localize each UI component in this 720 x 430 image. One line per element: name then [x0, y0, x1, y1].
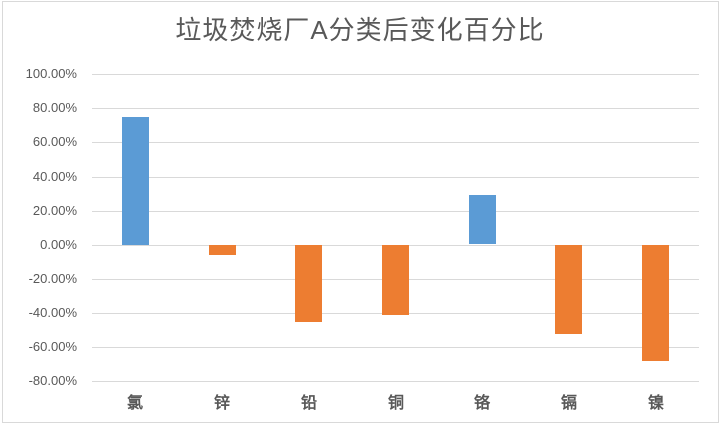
gridline: [92, 108, 699, 109]
y-axis-tick-label: 40.00%: [32, 169, 77, 184]
gridline: [92, 142, 699, 143]
bar: [382, 245, 409, 315]
x-axis-category-label: 氯: [126, 395, 143, 412]
y-axis-tick-label: 60.00%: [32, 134, 77, 149]
x-axis-category-label: 铅: [300, 395, 317, 412]
bar: [642, 245, 669, 361]
y-axis-tick-label: 0.00%: [40, 237, 77, 252]
x-axis-category-label: 铜: [387, 395, 404, 412]
bar: [122, 117, 149, 245]
gridline: [92, 347, 699, 348]
y-axis-tick-label: 20.00%: [32, 203, 77, 218]
chart-frame: [2, 1, 719, 423]
y-axis-tick-label: 100.00%: [25, 66, 77, 81]
x-axis-category-label: 镉: [560, 395, 577, 412]
gridline: [92, 381, 699, 382]
gridline: [92, 177, 699, 178]
bar: [295, 245, 322, 322]
y-axis-tick-label: -20.00%: [28, 271, 77, 286]
chart-title: 垃圾焚烧厂A分类后变化百分比: [175, 15, 545, 45]
y-axis-tick-label: -40.00%: [28, 305, 77, 320]
x-axis-category-label: 铬: [473, 395, 490, 412]
y-axis-tick-label: -80.00%: [28, 373, 77, 388]
bar: [469, 195, 496, 244]
y-axis-tick-label: 80.00%: [32, 100, 77, 115]
y-axis-tick-label: -60.00%: [28, 339, 77, 354]
gridline: [92, 211, 699, 212]
x-axis-category-label: 锌: [213, 395, 230, 412]
x-axis-category-label: 镍: [647, 395, 664, 412]
bar: [555, 245, 582, 334]
gridline: [92, 74, 699, 75]
bar: [209, 245, 236, 255]
